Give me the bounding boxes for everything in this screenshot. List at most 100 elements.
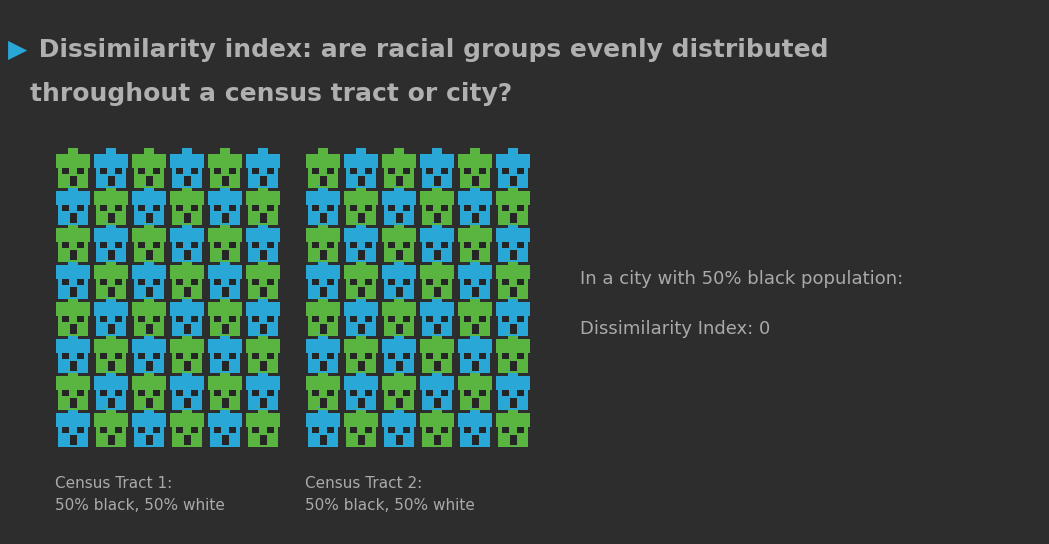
FancyBboxPatch shape <box>403 205 410 211</box>
FancyBboxPatch shape <box>229 390 236 396</box>
FancyBboxPatch shape <box>248 445 278 447</box>
FancyBboxPatch shape <box>58 349 88 371</box>
FancyBboxPatch shape <box>498 164 528 186</box>
FancyBboxPatch shape <box>77 390 84 396</box>
FancyBboxPatch shape <box>358 213 364 223</box>
FancyBboxPatch shape <box>248 238 278 260</box>
FancyBboxPatch shape <box>420 302 454 316</box>
FancyBboxPatch shape <box>97 386 126 408</box>
FancyBboxPatch shape <box>350 205 357 211</box>
FancyBboxPatch shape <box>403 390 410 396</box>
FancyBboxPatch shape <box>461 423 490 445</box>
FancyBboxPatch shape <box>100 279 107 285</box>
FancyBboxPatch shape <box>181 148 192 154</box>
FancyBboxPatch shape <box>510 176 516 186</box>
FancyBboxPatch shape <box>308 164 338 186</box>
FancyBboxPatch shape <box>191 316 198 322</box>
FancyBboxPatch shape <box>496 191 530 205</box>
FancyBboxPatch shape <box>144 370 154 376</box>
FancyBboxPatch shape <box>517 279 524 285</box>
FancyBboxPatch shape <box>134 260 164 262</box>
FancyBboxPatch shape <box>384 334 414 336</box>
FancyBboxPatch shape <box>191 279 198 285</box>
FancyBboxPatch shape <box>346 186 376 188</box>
FancyBboxPatch shape <box>479 205 486 211</box>
FancyBboxPatch shape <box>422 312 452 334</box>
FancyBboxPatch shape <box>318 296 328 302</box>
FancyBboxPatch shape <box>115 316 122 322</box>
FancyBboxPatch shape <box>318 222 328 228</box>
FancyBboxPatch shape <box>138 205 145 211</box>
FancyBboxPatch shape <box>394 148 404 154</box>
FancyBboxPatch shape <box>498 297 528 299</box>
FancyBboxPatch shape <box>358 287 364 297</box>
FancyBboxPatch shape <box>422 238 452 260</box>
FancyBboxPatch shape <box>181 296 192 302</box>
FancyBboxPatch shape <box>258 407 267 413</box>
FancyBboxPatch shape <box>97 238 126 260</box>
FancyBboxPatch shape <box>426 168 433 174</box>
FancyBboxPatch shape <box>153 242 160 248</box>
FancyBboxPatch shape <box>306 376 340 390</box>
FancyBboxPatch shape <box>403 316 410 322</box>
FancyBboxPatch shape <box>422 186 452 188</box>
FancyBboxPatch shape <box>365 168 372 174</box>
FancyBboxPatch shape <box>432 259 442 265</box>
FancyBboxPatch shape <box>210 334 240 336</box>
FancyBboxPatch shape <box>502 427 509 433</box>
FancyBboxPatch shape <box>502 279 509 285</box>
FancyBboxPatch shape <box>395 250 403 260</box>
FancyBboxPatch shape <box>248 312 278 334</box>
FancyBboxPatch shape <box>432 370 442 376</box>
FancyBboxPatch shape <box>132 413 166 427</box>
FancyBboxPatch shape <box>97 408 126 410</box>
FancyBboxPatch shape <box>502 205 509 211</box>
FancyBboxPatch shape <box>308 223 338 225</box>
FancyBboxPatch shape <box>106 333 116 339</box>
FancyBboxPatch shape <box>344 191 378 205</box>
FancyBboxPatch shape <box>346 334 376 336</box>
FancyBboxPatch shape <box>320 361 326 371</box>
Text: ▶: ▶ <box>8 38 27 62</box>
FancyBboxPatch shape <box>172 238 202 260</box>
FancyBboxPatch shape <box>318 185 328 191</box>
FancyBboxPatch shape <box>432 148 442 154</box>
FancyBboxPatch shape <box>308 275 338 297</box>
FancyBboxPatch shape <box>258 370 267 376</box>
FancyBboxPatch shape <box>496 376 530 390</box>
FancyBboxPatch shape <box>498 238 528 260</box>
FancyBboxPatch shape <box>318 370 328 376</box>
FancyBboxPatch shape <box>382 265 416 279</box>
FancyBboxPatch shape <box>68 259 78 265</box>
FancyBboxPatch shape <box>267 316 274 322</box>
FancyBboxPatch shape <box>502 242 509 248</box>
FancyBboxPatch shape <box>433 250 441 260</box>
FancyBboxPatch shape <box>248 297 278 299</box>
FancyBboxPatch shape <box>68 407 78 413</box>
FancyBboxPatch shape <box>346 312 376 334</box>
FancyBboxPatch shape <box>498 201 528 223</box>
FancyBboxPatch shape <box>384 408 414 410</box>
FancyBboxPatch shape <box>220 407 230 413</box>
FancyBboxPatch shape <box>107 250 114 260</box>
FancyBboxPatch shape <box>267 168 274 174</box>
FancyBboxPatch shape <box>464 168 471 174</box>
FancyBboxPatch shape <box>464 427 471 433</box>
FancyBboxPatch shape <box>394 333 404 339</box>
FancyBboxPatch shape <box>464 353 471 359</box>
FancyBboxPatch shape <box>365 353 372 359</box>
FancyBboxPatch shape <box>502 390 509 396</box>
FancyBboxPatch shape <box>308 334 338 336</box>
FancyBboxPatch shape <box>471 324 478 334</box>
FancyBboxPatch shape <box>107 435 114 445</box>
FancyBboxPatch shape <box>248 386 278 408</box>
FancyBboxPatch shape <box>344 154 378 168</box>
FancyBboxPatch shape <box>247 376 280 390</box>
FancyBboxPatch shape <box>426 390 433 396</box>
FancyBboxPatch shape <box>208 154 242 168</box>
FancyBboxPatch shape <box>496 339 530 353</box>
FancyBboxPatch shape <box>496 265 530 279</box>
FancyBboxPatch shape <box>308 201 338 223</box>
FancyBboxPatch shape <box>433 176 441 186</box>
FancyBboxPatch shape <box>146 398 152 408</box>
